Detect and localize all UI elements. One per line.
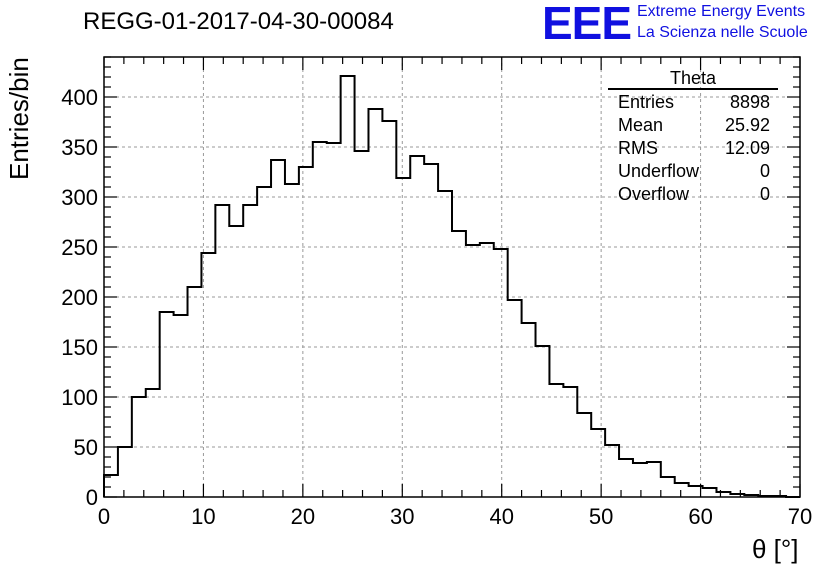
histogram-bin (396, 178, 410, 497)
stats-label: Overflow (618, 184, 690, 204)
histogram-bin (257, 187, 271, 497)
y-tick-label: 150 (61, 335, 98, 360)
stats-title: Theta (608, 68, 778, 90)
histogram-bin (299, 167, 313, 497)
histogram-outline (103, 75, 800, 498)
x-tick-label: 0 (98, 504, 110, 529)
histogram-bin (368, 109, 382, 497)
histogram-bin (341, 76, 355, 497)
stats-row-entries: Entries 8898 (608, 90, 778, 113)
histogram-bin (508, 300, 522, 497)
eee-logo: EEE (542, 0, 632, 49)
stats-row-mean: Mean 25.92 (608, 113, 778, 136)
histogram-bin (201, 253, 215, 497)
x-tick-label: 50 (589, 504, 613, 529)
histogram-bin (633, 463, 647, 497)
histogram-bin (466, 245, 480, 497)
stats-row-overflow: Overflow 0 (608, 182, 778, 205)
stats-label: Mean (618, 115, 664, 135)
histogram-bin (285, 184, 299, 497)
y-tick-label: 0 (86, 485, 98, 510)
grid-lines (104, 57, 800, 497)
x-axis-label: θ [°] (752, 534, 799, 564)
y-tick-label: 350 (61, 135, 98, 160)
histogram-bin (480, 243, 494, 497)
y-tick-label: 50 (74, 435, 98, 460)
y-axis-label: Entries/bin (4, 57, 34, 180)
x-tick-label: 10 (191, 504, 215, 529)
histogram-bin (522, 323, 536, 497)
histogram-bin (675, 483, 689, 497)
histogram-bin (452, 231, 466, 497)
stats-label: Underflow (618, 161, 700, 181)
histogram-bin (591, 429, 605, 497)
axis-ticks (103, 56, 801, 498)
histogram-bin (355, 151, 369, 497)
histogram-bin (703, 488, 717, 497)
histogram-bin (382, 121, 396, 497)
stats-value: 0 (759, 184, 770, 204)
stats-row-rms: RMS 12.09 (608, 136, 778, 159)
logo-text-line1: Extreme Energy Events (637, 3, 806, 20)
stats-label: RMS (618, 138, 658, 158)
y-tick-label: 400 (61, 85, 98, 110)
histogram-bin (605, 445, 619, 497)
chart-title: REGG-01-2017-04-30-00084 (83, 8, 394, 35)
histogram-bin (160, 312, 174, 497)
histogram-bin (536, 346, 550, 497)
histogram-bin (118, 447, 132, 497)
y-tick-label: 100 (61, 385, 98, 410)
stats-value: 25.92 (724, 115, 770, 135)
histogram-bin (661, 477, 675, 497)
histogram-bin (174, 315, 188, 497)
y-tick-label: 300 (61, 185, 98, 210)
histogram-bin (271, 160, 285, 497)
x-tick-label: 30 (390, 504, 414, 529)
histogram-bin (410, 156, 424, 497)
histogram-bin (327, 143, 341, 497)
stats-row-underflow: Underflow 0 (608, 159, 778, 182)
stats-value: 8898 (729, 92, 770, 112)
x-tick-label: 60 (688, 504, 712, 529)
histogram-bin (132, 397, 146, 497)
stats-box: Theta Entries 8898 Mean 25.92 RMS 12.09 … (608, 68, 778, 205)
histogram-bin (146, 389, 160, 497)
logo-text-line2: La Scienza nelle Scuole (637, 24, 808, 41)
histogram-bin (438, 191, 452, 497)
histogram-bin (549, 384, 563, 497)
histogram-bin (188, 287, 202, 497)
histogram-bin (104, 475, 118, 497)
x-tick-label: 70 (788, 504, 812, 529)
histogram-bin (563, 387, 577, 497)
histogram-bin (313, 142, 327, 497)
histogram-bin (229, 226, 243, 497)
x-tick-label: 40 (489, 504, 513, 529)
x-tick-label: 20 (291, 504, 315, 529)
histogram-bin (494, 249, 508, 497)
histogram-bin (647, 462, 661, 497)
y-tick-label: 250 (61, 235, 98, 260)
stats-value: 0 (759, 161, 770, 181)
y-tick-label: 200 (61, 285, 98, 310)
stats-value: 12.09 (724, 138, 770, 158)
histogram-bin (243, 205, 257, 497)
histogram-bin (424, 164, 438, 497)
histogram-bin (577, 413, 591, 497)
histogram-bin (215, 205, 229, 497)
tick-labels: 0 10 20 30 40 50 60 70 0 50 100 150 200 250 300 350 400 (61, 85, 812, 529)
stats-label: Entries (618, 92, 675, 112)
